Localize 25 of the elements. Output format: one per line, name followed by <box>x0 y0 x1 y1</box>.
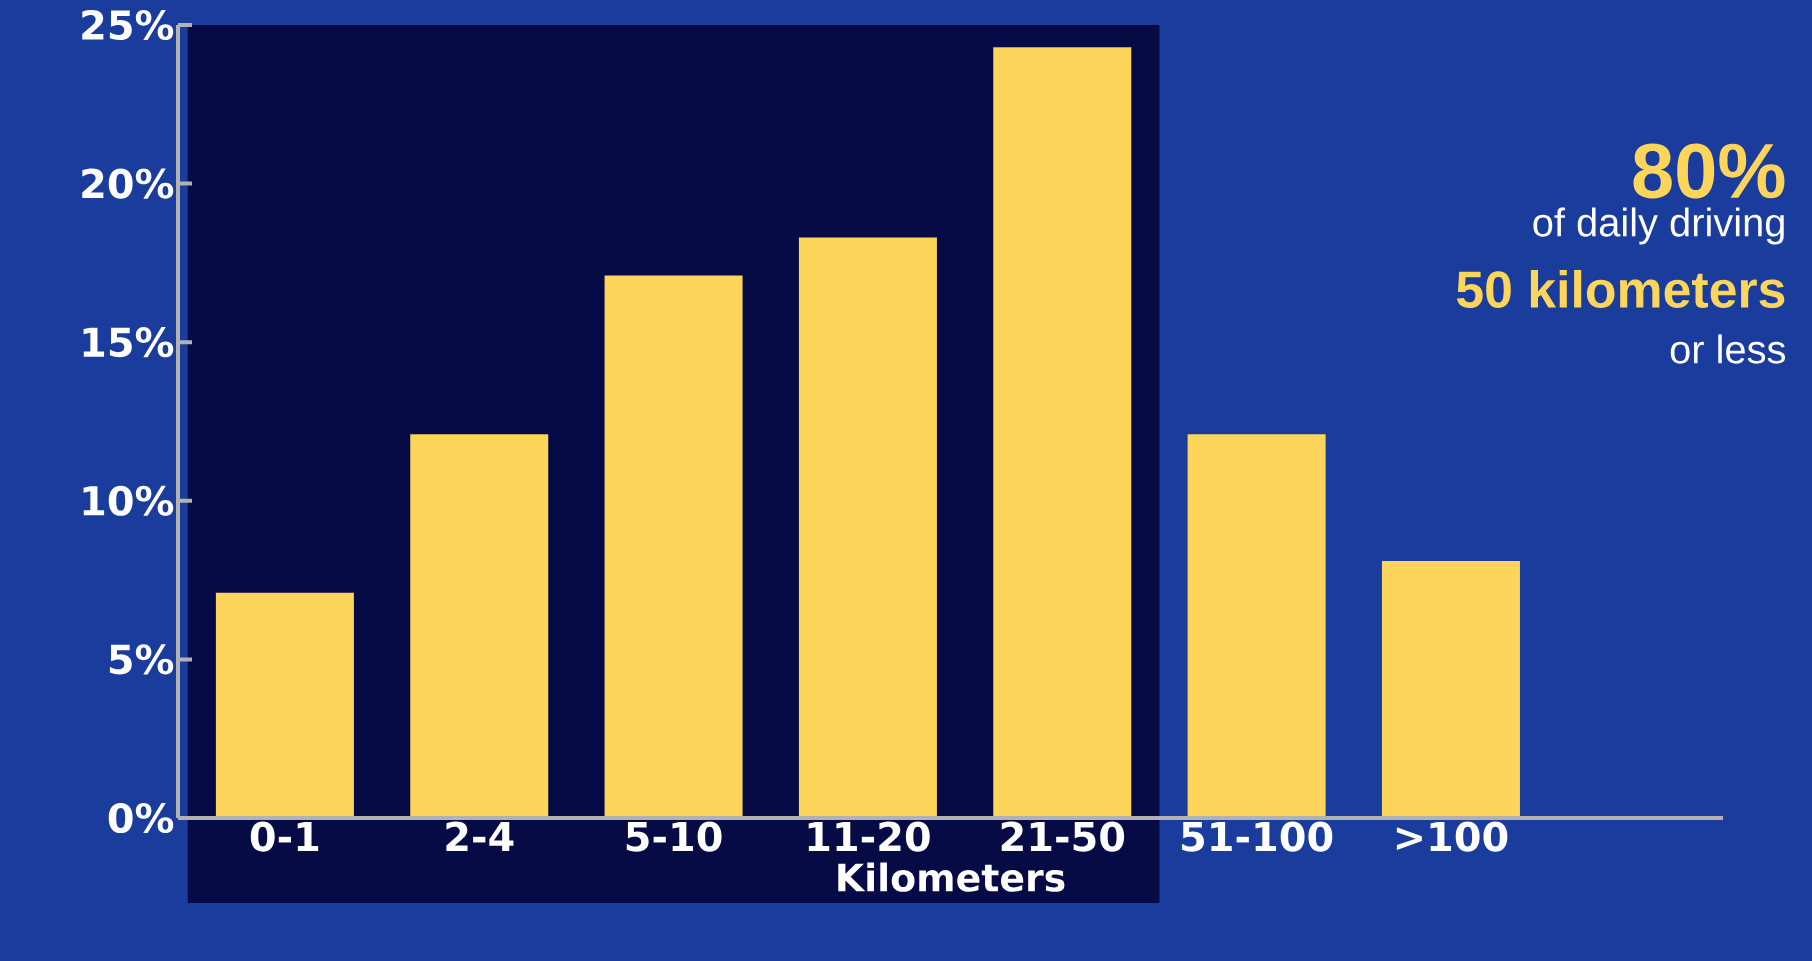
x-axis-title: Kilometers <box>838 862 1065 892</box>
x-tick-label: >100 <box>1396 821 1508 852</box>
bar <box>1381 561 1520 818</box>
bar <box>215 592 354 818</box>
x-tick-label: 51-100 <box>1182 821 1333 852</box>
x-tick-label: 5-10 <box>626 821 722 852</box>
y-tick-label: 20% <box>82 168 174 199</box>
text: or less <box>1670 334 1786 364</box>
bar <box>604 275 743 818</box>
bar <box>993 47 1132 818</box>
annotation: of daily driving <box>1533 207 1784 245</box>
y-tick-label: 15% <box>83 327 174 358</box>
y-tick-label: 5% <box>109 644 174 675</box>
y-tick-label: 25% <box>82 9 174 41</box>
x-tick-label: 0-1 <box>250 821 319 852</box>
y-tick-label: 0% <box>108 802 174 834</box>
x-tick-label: 2-4 <box>446 821 514 852</box>
bar <box>1187 434 1326 818</box>
text: 80% <box>1633 143 1785 199</box>
annotation: 50 kilometers <box>1456 269 1785 309</box>
y-tick-label: 10% <box>83 485 174 516</box>
x-tick-label: 11-20 <box>808 821 930 852</box>
bar <box>798 237 937 818</box>
bar <box>410 434 549 818</box>
x-tick-label: 21-50 <box>1001 821 1125 852</box>
